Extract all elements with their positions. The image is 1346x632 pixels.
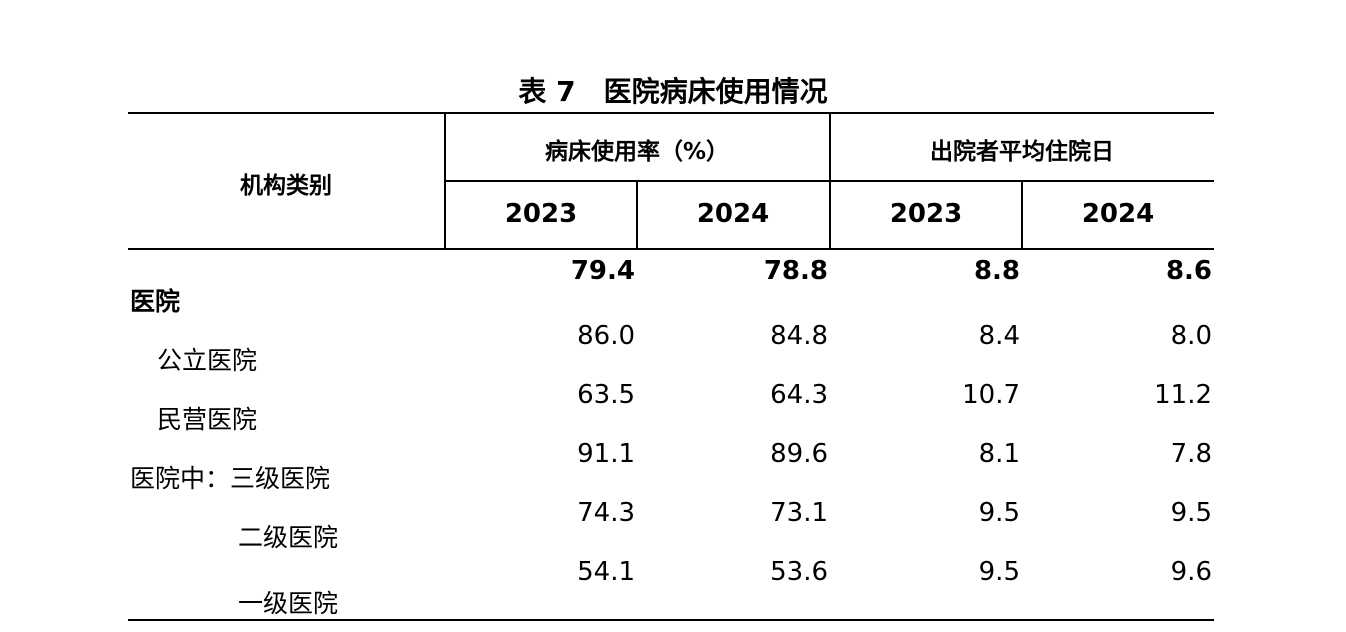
table-title: 表 7 医院病床使用情况: [518, 75, 828, 108]
cell: 79.4: [570, 256, 635, 286]
row-label: 医院: [130, 287, 181, 316]
cell: 9.5: [978, 498, 1020, 528]
column-divider: [444, 113, 446, 249]
cell: 64.3: [770, 380, 828, 410]
header-year: 2023: [889, 199, 963, 229]
bottom-rule: [128, 619, 1214, 621]
header-rule: [128, 248, 1214, 250]
cell: 86.0: [577, 321, 635, 351]
column-divider: [829, 113, 831, 249]
cell: 8.1: [978, 439, 1020, 469]
header-bed-usage-rate: 病床使用率（%）: [544, 139, 730, 165]
cell: 9.5: [1170, 498, 1212, 528]
row-label: 一级医院: [238, 589, 339, 618]
header-avg-stay-days: 出院者平均住院日: [930, 139, 1114, 165]
cell: 84.8: [770, 321, 828, 351]
cell: 9.6: [1170, 557, 1212, 587]
cell: 7.8: [1170, 439, 1212, 469]
row-label: 医院中：三级医院: [130, 464, 331, 493]
cell: 11.2: [1154, 380, 1212, 410]
row-label: 二级医院: [238, 523, 339, 552]
row-label: 公立医院: [157, 346, 258, 375]
cell: 54.1: [577, 557, 635, 587]
cell: 74.3: [577, 498, 635, 528]
cell: 8.8: [973, 256, 1020, 286]
cell: 9.5: [978, 557, 1020, 587]
cell: 91.1: [577, 439, 635, 469]
header-year: 2024: [1081, 199, 1155, 229]
row-label: 民营医院: [157, 405, 258, 434]
column-divider: [1021, 181, 1023, 249]
column-divider: [636, 181, 638, 249]
cell: 89.6: [770, 439, 828, 469]
cell: 78.8: [763, 256, 828, 286]
header-year: 2023: [504, 199, 578, 229]
cell: 8.4: [978, 321, 1020, 351]
cell: 53.6: [770, 557, 828, 587]
cell: 8.6: [1165, 256, 1212, 286]
cell: 10.7: [962, 380, 1020, 410]
header-year: 2024: [696, 199, 770, 229]
top-rule: [128, 112, 1214, 114]
cell: 73.1: [770, 498, 828, 528]
cell: 63.5: [577, 380, 635, 410]
header-category: 机构类别: [240, 173, 332, 199]
cell: 8.0: [1170, 321, 1212, 351]
